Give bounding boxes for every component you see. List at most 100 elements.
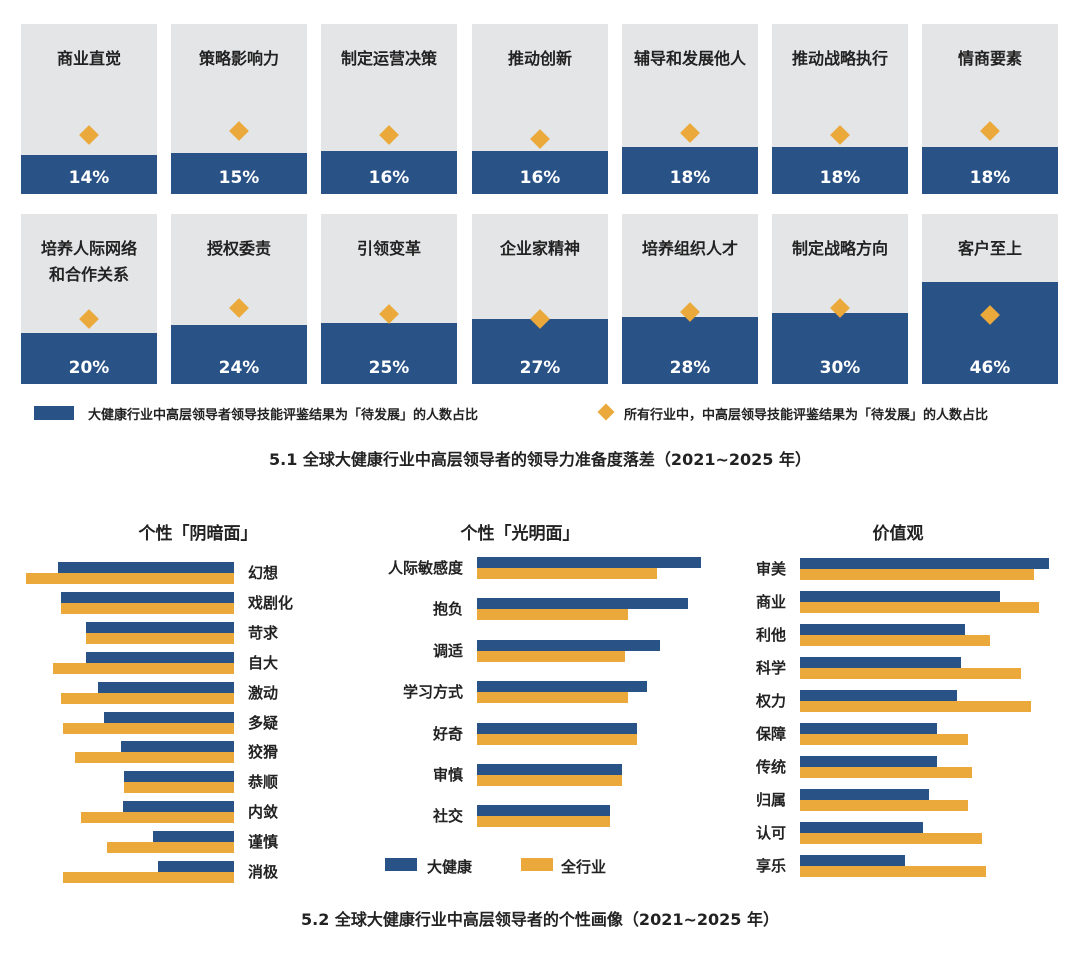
bar-health <box>800 756 937 767</box>
category-label: 保障 <box>755 725 786 743</box>
tile-bar <box>472 151 608 194</box>
bar-all-industry <box>477 568 657 579</box>
tile-name: 辅导和发展他人 <box>633 49 746 68</box>
category-label: 审慎 <box>432 766 463 784</box>
tile-name: 推动战略执行 <box>791 49 888 68</box>
tile-percent: 20% <box>68 358 110 378</box>
bar-health <box>477 722 637 734</box>
bar-health <box>800 624 965 635</box>
category-label: 幻想 <box>248 564 279 582</box>
category-label: 苛求 <box>248 623 279 642</box>
category-label: 戏剧化 <box>248 593 294 612</box>
category-label: 科学 <box>755 659 786 677</box>
bar-health <box>153 831 234 843</box>
legend-health-swatch <box>34 406 74 420</box>
tile-name: 制定运营决策 <box>340 49 437 68</box>
category-label: 抱负 <box>432 600 463 619</box>
bar-all-industry <box>124 782 234 794</box>
bar-all-industry <box>477 775 622 786</box>
tile-all-industry-diamond <box>379 125 399 145</box>
category-label: 自大 <box>248 653 279 672</box>
bar-all-industry <box>61 602 234 614</box>
tile-all-industry-diamond <box>79 309 99 329</box>
tile-percent: 25% <box>368 358 410 378</box>
tile-3: 制定运营决策 16% <box>321 24 457 194</box>
tile-percent: 18% <box>969 168 1011 188</box>
tile-percent: 24% <box>218 358 260 378</box>
bar-all-industry <box>800 866 986 877</box>
tile-13: 制定战略方向 30% <box>772 214 908 384</box>
tile-name: 客户至上 <box>957 239 1022 258</box>
bar-all-industry <box>53 662 234 674</box>
figure-caption-5-1: 5.1 全球大健康行业中高层领导者的领导力准备度落差（2021~2025 年） <box>269 450 811 469</box>
bar-all-industry <box>477 650 625 662</box>
bar-all-industry <box>75 752 234 764</box>
tile-7: 情商要素 18% <box>922 24 1058 194</box>
tile-percent: 27% <box>519 358 561 378</box>
category-label: 商业 <box>755 593 786 611</box>
panel-title: 个性「光明面」 <box>460 524 580 544</box>
tile-bar <box>21 155 157 194</box>
category-label: 好奇 <box>432 724 463 743</box>
bar-all-industry <box>86 632 234 644</box>
tile-bar <box>622 317 758 384</box>
tile-all-industry-diamond <box>530 129 550 149</box>
tile-percent: 14% <box>68 168 110 188</box>
bar-all-industry <box>800 767 972 778</box>
category-label: 多疑 <box>248 713 279 732</box>
tile-bar <box>321 151 457 194</box>
tile-bar <box>922 147 1058 194</box>
tile-5: 辅导和发展他人 18% <box>622 24 758 194</box>
bar-all-industry <box>26 573 234 584</box>
bar-health <box>800 558 1049 569</box>
bar-all-industry <box>81 812 234 824</box>
tile-8: 培养人际网络 和合作关系 20% <box>21 214 157 384</box>
tile-percent: 16% <box>519 168 561 188</box>
legend-all-swatch-2 <box>521 858 553 871</box>
bar-health <box>121 741 234 753</box>
category-label: 权力 <box>755 692 786 710</box>
bar-all-industry <box>800 569 1034 580</box>
bar-all-industry <box>61 692 234 704</box>
tile-1: 商业直觉 14% <box>21 24 157 194</box>
tile-name: 制定战略方向 <box>791 239 888 258</box>
bar-health <box>800 591 1000 602</box>
category-label: 归属 <box>755 791 786 809</box>
tile-all-industry-diamond <box>680 123 700 143</box>
tile-name: 授权委责 <box>206 239 271 258</box>
bar-all-industry <box>800 635 990 646</box>
bar-health <box>800 789 929 800</box>
legend-health-text: 大健康 <box>427 858 473 876</box>
bar-all-industry <box>800 668 1021 679</box>
legend-all-diamond <box>597 403 615 421</box>
tile-name: 企业家精神 <box>499 239 580 258</box>
tile-bar <box>922 282 1058 384</box>
tile-11: 企业家精神 27% <box>472 214 608 384</box>
bar-health <box>800 723 937 734</box>
bar-all-industry <box>800 701 1031 712</box>
category-label: 调适 <box>432 641 463 660</box>
bar-all-industry <box>800 800 968 811</box>
bar-all-industry <box>477 692 628 704</box>
bar-health <box>800 822 923 833</box>
tile-name: 推动创新 <box>507 49 572 68</box>
tile-14: 客户至上 46% <box>922 214 1058 384</box>
tile-bar <box>21 333 157 384</box>
bar-health <box>123 801 234 813</box>
category-label: 认可 <box>755 824 786 842</box>
panel-title: 价值观 <box>872 524 924 544</box>
category-label: 社交 <box>432 807 463 826</box>
tile-name: 引领变革 <box>356 239 421 258</box>
tile-6: 推动战略执行 18% <box>772 24 908 194</box>
tile-10: 引领变革 25% <box>321 214 457 384</box>
tile-percent: 16% <box>368 168 410 188</box>
bar-health <box>477 764 622 775</box>
legend-health-swatch-2 <box>385 858 417 871</box>
tiles-legend: 大健康行业中高层领导者领导技能评鉴结果为「待发展」的人数占比 所有行业中，中高层… <box>34 403 1064 424</box>
tile-bar <box>772 313 908 384</box>
legend-health-label: 大健康行业中高层领导者领导技能评鉴结果为「待发展」的人数占比 <box>88 408 479 423</box>
tile-bar <box>772 147 908 194</box>
bar-all-industry <box>800 734 968 745</box>
bar-health <box>477 557 701 568</box>
tile-bar <box>171 153 307 194</box>
